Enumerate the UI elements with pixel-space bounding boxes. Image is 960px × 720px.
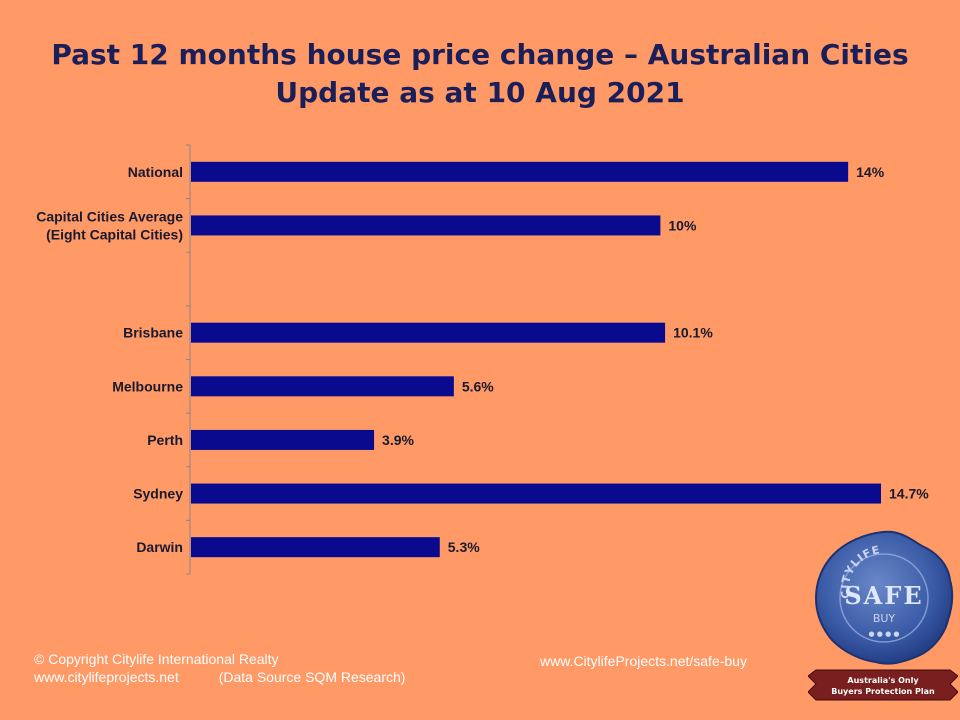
- safe-buy-seal-logo: CITYLIFE SAFE BUY ● ● ● ● Australia's On…: [808, 530, 958, 701]
- bar: [191, 376, 454, 397]
- copyright-text: © Copyright Citylife International Realt…: [34, 651, 279, 667]
- bar: [191, 215, 661, 236]
- data-label: 5.3%: [448, 539, 480, 555]
- seal-ribbon-line-2: Buyers Protection Plan: [831, 687, 935, 696]
- data-label: 3.9%: [382, 432, 414, 448]
- bar: [191, 537, 440, 558]
- data-label: 14%: [856, 164, 885, 180]
- bar: [191, 429, 375, 450]
- seal-wax: [814, 530, 954, 665]
- category-label: National: [128, 164, 183, 180]
- chart-title: Past 12 months house price change – Aust…: [0, 36, 960, 112]
- chart-title-line-1: Past 12 months house price change – Aust…: [51, 38, 909, 71]
- data-label: 5.6%: [462, 378, 494, 394]
- data-label: 14.7%: [889, 486, 929, 502]
- safe-buy-link[interactable]: www.CitylifeProjects.net/safe-buy: [540, 653, 747, 669]
- seal-ribbon: [808, 669, 958, 701]
- seal-ribbon-line-1: Australia's Only: [847, 676, 919, 685]
- category-label: Darwin: [136, 539, 183, 555]
- category-label: (Eight Capital Cities): [46, 226, 183, 242]
- footer-copyright: © Copyright Citylife International Realt…: [34, 650, 405, 686]
- data-source-text: (Data Source SQM Research): [218, 669, 406, 685]
- website-link[interactable]: www.citylifeprojects.net: [34, 669, 179, 685]
- seal-dots: ● ● ● ●: [868, 630, 899, 638]
- data-label: 10%: [668, 217, 697, 233]
- category-label: Perth: [147, 432, 183, 448]
- bar: [191, 161, 849, 182]
- seal-ring: [839, 553, 929, 643]
- data-label: 10.1%: [673, 325, 713, 341]
- category-label: Melbourne: [112, 378, 183, 394]
- seal-main-text: SAFE: [844, 581, 923, 610]
- bar: [191, 483, 881, 504]
- seal-sub-text: BUY: [873, 612, 896, 625]
- category-label: Sydney: [133, 486, 183, 502]
- bar: [191, 322, 666, 343]
- category-label: Brisbane: [123, 325, 183, 341]
- category-label: Capital Cities Average: [36, 208, 183, 224]
- chart-title-line-2: Update as at 10 Aug 2021: [275, 76, 685, 109]
